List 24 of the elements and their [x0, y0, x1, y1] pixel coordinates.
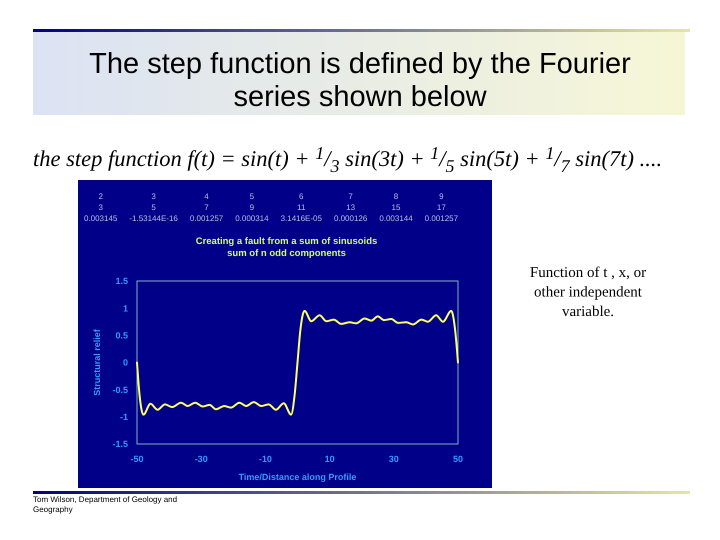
y-tick-label: 0.5	[115, 330, 128, 340]
text: Tom Wilson, Department of Geology and Geography	[33, 495, 178, 514]
y-tick-label: -1	[120, 412, 128, 422]
chart-subtitle: Creating a fault from a sum of sinusoids sum of n odd components	[196, 236, 378, 259]
y-tick-label: 1.5	[115, 276, 128, 286]
text: 3 5 7 9 11 13 15 17	[98, 203, 446, 212]
x-axis-title: Time/Distance along Profile	[238, 472, 356, 482]
y-tick-label: 1	[122, 303, 128, 314]
x-tick-label: 50	[452, 454, 464, 464]
line-series	[136, 310, 459, 416]
y-axis-title: Structural relief	[92, 328, 102, 396]
text: the step function f(t) = sin(t) + $^{1}$/$_{3}$ sin(3t) + $^{1}$/$_{5}$ sin(5t) + $^{1}$/$_{7}$ sin(7t) ....	[33, 142, 662, 176]
text: 2 3 4 5 6 7 8 9	[98, 192, 444, 201]
x-tick-label: -30	[194, 454, 208, 464]
text: Function of t , x, or other independent variable.	[530, 265, 646, 320]
chart-title: The step function is defined by the Fourier series shown below	[89, 48, 632, 113]
text: 0.003145 -1.53144E-16 0.001257 0.000314 3.1416E-05 0.000126 0.003144 0.001257	[84, 214, 458, 223]
x-tick-label: -10	[258, 454, 272, 464]
y-tick-label: -0.5	[112, 384, 128, 395]
y-tick-label: -1.5	[112, 439, 128, 450]
x-tick-label: 30	[388, 454, 399, 464]
x-tick-label: 10	[324, 454, 335, 464]
y-tick-label: 0	[122, 358, 128, 368]
x-tick-label: -50	[130, 454, 144, 464]
